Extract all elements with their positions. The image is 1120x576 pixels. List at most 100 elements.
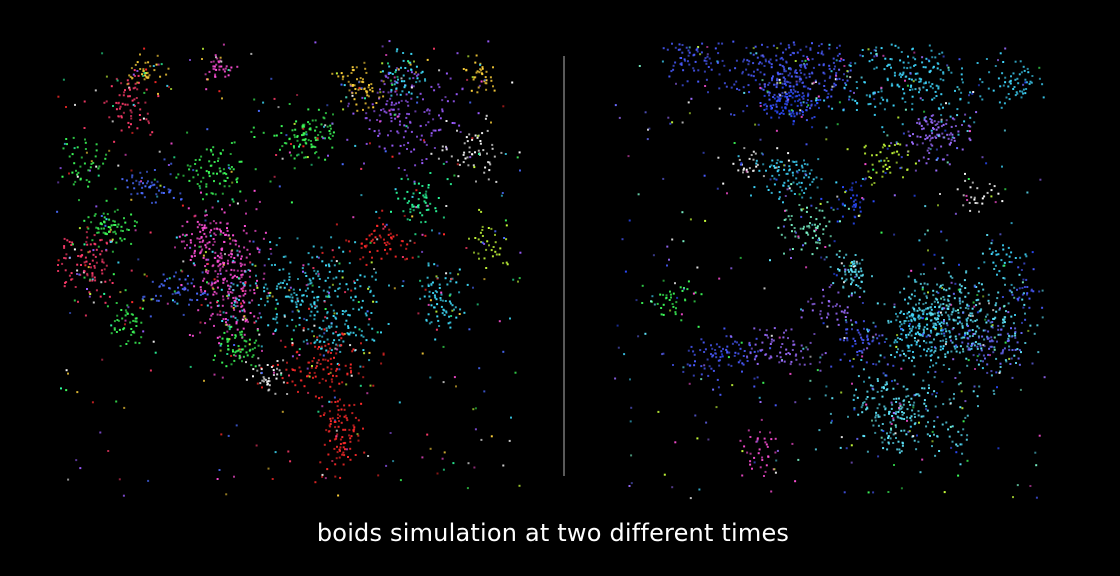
boid-2128 xyxy=(140,176,143,179)
boid-983 xyxy=(1013,354,1016,357)
boid-915 xyxy=(301,151,304,154)
boid-113 xyxy=(227,259,229,262)
boid-524 xyxy=(109,228,112,231)
boid-651 xyxy=(925,134,927,137)
boid-333 xyxy=(795,111,798,114)
boid-644 xyxy=(192,262,195,265)
boid-723 xyxy=(325,295,327,298)
boid-41 xyxy=(733,114,736,116)
boid-92 xyxy=(823,79,826,82)
boid-1296 xyxy=(962,311,965,314)
boid-1947 xyxy=(474,61,477,64)
boid-2605 xyxy=(352,216,355,219)
boid-2150 xyxy=(868,329,871,332)
boid-1966 xyxy=(757,350,759,353)
boid-68 xyxy=(223,211,226,214)
boid-1624 xyxy=(105,100,108,103)
boid-1974 xyxy=(266,381,269,383)
boid-2065 xyxy=(384,248,386,251)
boid-1843 xyxy=(427,264,430,267)
boid-684 xyxy=(932,127,934,129)
boid-1263 xyxy=(983,345,986,348)
boid-55 xyxy=(801,60,804,63)
boid-541 xyxy=(283,279,286,282)
boid-1529 xyxy=(865,408,867,411)
boid-199 xyxy=(770,66,773,69)
boid-1879 xyxy=(471,138,474,141)
boid-2165 xyxy=(146,170,148,173)
boid-643 xyxy=(953,139,956,142)
boid-2589 xyxy=(105,75,108,78)
boid-2062 xyxy=(746,355,748,358)
boid-423 xyxy=(90,266,92,269)
boid-2283 xyxy=(406,218,409,221)
boid-1266 xyxy=(356,109,359,112)
boid-2187 xyxy=(843,353,846,356)
boid-1010 xyxy=(932,322,935,325)
boid-2000 xyxy=(321,251,324,254)
boid-242 xyxy=(243,225,246,227)
boid-1136 xyxy=(902,329,905,332)
boid-1748 xyxy=(213,161,216,163)
boid-2249 xyxy=(760,418,763,421)
boid-2117 xyxy=(158,189,160,192)
boid-579 xyxy=(241,309,244,312)
boid-669 xyxy=(361,299,364,302)
boid-1003 xyxy=(378,114,381,117)
boid-1002 xyxy=(1002,325,1005,328)
boid-1398 xyxy=(900,429,903,432)
boid-2115 xyxy=(783,331,785,334)
boid-2308 xyxy=(485,267,488,269)
boid-513 xyxy=(945,102,947,105)
boid-497 xyxy=(93,214,96,217)
boid-748 xyxy=(172,299,174,302)
boid-682 xyxy=(330,304,333,307)
boid-986 xyxy=(275,134,278,137)
boid-2298 xyxy=(494,241,497,244)
boid-2380 xyxy=(147,76,150,79)
boid-293 xyxy=(766,46,769,49)
boid-454 xyxy=(890,66,892,69)
boid-1018 xyxy=(363,162,365,165)
boid-208 xyxy=(703,59,706,62)
boid-975 xyxy=(924,301,927,304)
boid-2575 xyxy=(235,424,238,427)
boid-710 xyxy=(944,129,947,132)
boid-1800 xyxy=(800,209,803,212)
boid-2642 xyxy=(509,317,511,320)
boid-377 xyxy=(792,120,795,123)
boid-1331 xyxy=(336,348,339,351)
boid-2609 xyxy=(477,134,479,137)
boid-1189 xyxy=(409,63,412,66)
boid-2254 xyxy=(412,209,415,212)
boid-1272 xyxy=(331,72,334,75)
boid-2063 xyxy=(373,229,376,232)
boid-926 xyxy=(947,314,950,317)
boid-2462 xyxy=(296,94,299,96)
boid-450 xyxy=(892,104,895,107)
boid-1734 xyxy=(227,164,230,167)
boid-1086 xyxy=(932,324,935,327)
boid-1659 xyxy=(130,313,133,316)
boid-994 xyxy=(419,138,422,141)
boid-765 xyxy=(311,256,314,259)
boid-1181 xyxy=(403,86,406,89)
boid-2018 xyxy=(708,365,711,368)
boid-721 xyxy=(942,123,945,126)
boid-1423 xyxy=(334,463,337,466)
boid-1074 xyxy=(405,116,408,119)
boid-1956 xyxy=(668,75,671,78)
boid-739 xyxy=(935,290,938,293)
boid-430 xyxy=(91,272,94,275)
boid-706 xyxy=(260,297,263,300)
boid-2085 xyxy=(759,349,762,352)
boid-575 xyxy=(843,86,846,89)
boid-1396 xyxy=(318,397,321,400)
boid-1651 xyxy=(858,262,861,265)
boid-2157 xyxy=(865,361,868,364)
boid-70 xyxy=(213,324,215,327)
boid-171 xyxy=(838,44,841,47)
boid-1962 xyxy=(272,374,275,376)
boid-184 xyxy=(214,281,217,284)
boid-2511 xyxy=(270,252,273,255)
